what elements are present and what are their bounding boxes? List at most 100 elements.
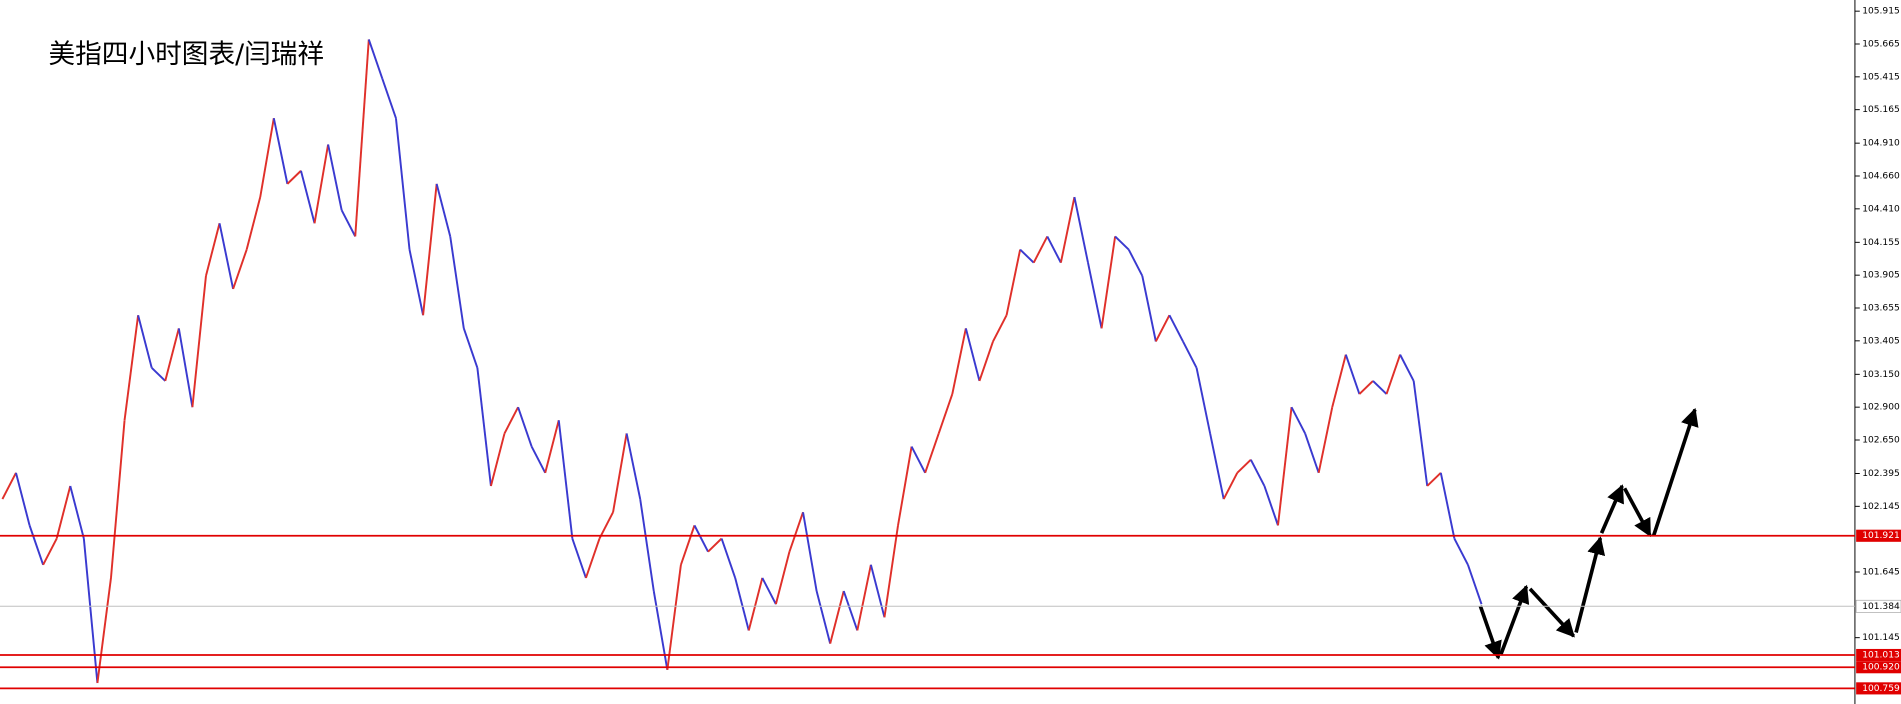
price-segment — [992, 314, 1008, 342]
y-tick-label: 105.665 — [1862, 40, 1900, 50]
price-segment — [340, 209, 357, 237]
price-segment — [747, 577, 764, 631]
price-segment — [1290, 406, 1306, 434]
chart-title: 美指四小时图表/闫瑞祥 — [48, 39, 324, 70]
price-segment — [272, 118, 289, 185]
price-segment — [1, 472, 17, 500]
price-segment — [883, 525, 899, 618]
price-segment — [856, 564, 872, 631]
price-segment — [1277, 407, 1293, 526]
level-label: 101.013 — [1862, 651, 1900, 661]
y-tick-label: 105.165 — [1862, 105, 1900, 115]
price-segment — [1372, 380, 1388, 395]
price-segment — [205, 223, 221, 277]
price-segment — [1005, 249, 1022, 316]
price-segment — [1439, 472, 1456, 539]
price-segment — [625, 433, 642, 500]
price-segment — [381, 78, 397, 119]
price-segment — [964, 328, 981, 382]
price-segment — [1141, 275, 1157, 342]
price-segment — [951, 328, 967, 395]
price-segment — [232, 249, 248, 290]
price-segment — [978, 341, 994, 382]
price-segment — [394, 118, 411, 250]
y-tick-label: 105.915 — [1862, 7, 1900, 17]
price-segment — [788, 511, 804, 552]
price-segment — [286, 170, 302, 185]
arrow — [1478, 605, 1502, 660]
arrow — [1622, 487, 1652, 538]
price-segment — [802, 512, 818, 592]
price-segment — [96, 577, 112, 684]
price-segment — [1046, 235, 1062, 264]
arrow — [1651, 407, 1699, 537]
price-segment — [1331, 354, 1347, 408]
y-tick-label: 104.910 — [1862, 139, 1900, 149]
price-segment — [408, 249, 425, 316]
price-segment — [544, 420, 560, 474]
price-segment — [734, 577, 750, 631]
price-segment — [110, 420, 126, 578]
price-segment — [815, 590, 832, 644]
price-segment — [1222, 472, 1239, 500]
price-segment — [259, 118, 275, 198]
price-segment — [191, 275, 207, 408]
price-segment — [42, 538, 58, 566]
level-box — [1856, 529, 1901, 542]
y-tick-label: 103.405 — [1862, 336, 1900, 346]
y-tick-label: 101.145 — [1862, 633, 1900, 643]
price-segment — [557, 420, 574, 539]
price-segment — [639, 498, 655, 592]
price-segment — [449, 236, 465, 329]
y-tick-label: 105.415 — [1862, 72, 1900, 82]
price-segment — [530, 446, 547, 474]
price-segment — [1019, 248, 1035, 264]
price-segment — [869, 564, 886, 618]
price-segment — [1087, 262, 1103, 329]
price-segment — [1358, 380, 1374, 395]
price-segment — [666, 564, 682, 670]
level-label: 101.921 — [1862, 531, 1900, 541]
price-segment — [1453, 538, 1469, 566]
level-box — [1856, 682, 1901, 695]
price-segment — [720, 538, 737, 579]
price-segment — [1263, 485, 1279, 526]
plot — [1, 39, 1483, 684]
y-tick-label: 102.395 — [1862, 469, 1900, 479]
projection-arrows — [1478, 407, 1699, 660]
price-segment — [517, 406, 533, 447]
level-label: 100.759 — [1862, 684, 1900, 694]
y-tick-label: 104.155 — [1862, 238, 1900, 248]
price-segment — [1304, 433, 1320, 474]
price-segment — [842, 590, 859, 631]
price-segment — [69, 485, 85, 539]
price-segment — [774, 551, 791, 605]
y-tick-label: 102.900 — [1862, 403, 1900, 413]
price-segment — [476, 367, 492, 487]
price-segment — [137, 314, 153, 369]
price-segment — [1114, 235, 1130, 251]
price-segment — [1317, 406, 1334, 474]
price-segment — [652, 590, 669, 671]
arrow — [1599, 484, 1624, 534]
price-segment — [354, 39, 370, 237]
price-segment — [612, 433, 628, 513]
price-segment — [1236, 459, 1252, 474]
y-tick-label: 103.150 — [1862, 370, 1900, 380]
price-segment — [937, 393, 954, 434]
price-segment — [571, 538, 587, 579]
price-segment — [1195, 367, 1212, 434]
price-segment — [1168, 314, 1184, 342]
price-segment — [761, 577, 777, 605]
price-segment — [218, 223, 235, 290]
price-segment — [924, 433, 940, 474]
price-segment — [1426, 472, 1442, 487]
price-segment — [327, 144, 343, 211]
price-segment — [462, 328, 479, 369]
price-segment — [1385, 354, 1402, 395]
price-segment — [693, 524, 709, 553]
price-segment — [28, 525, 45, 566]
